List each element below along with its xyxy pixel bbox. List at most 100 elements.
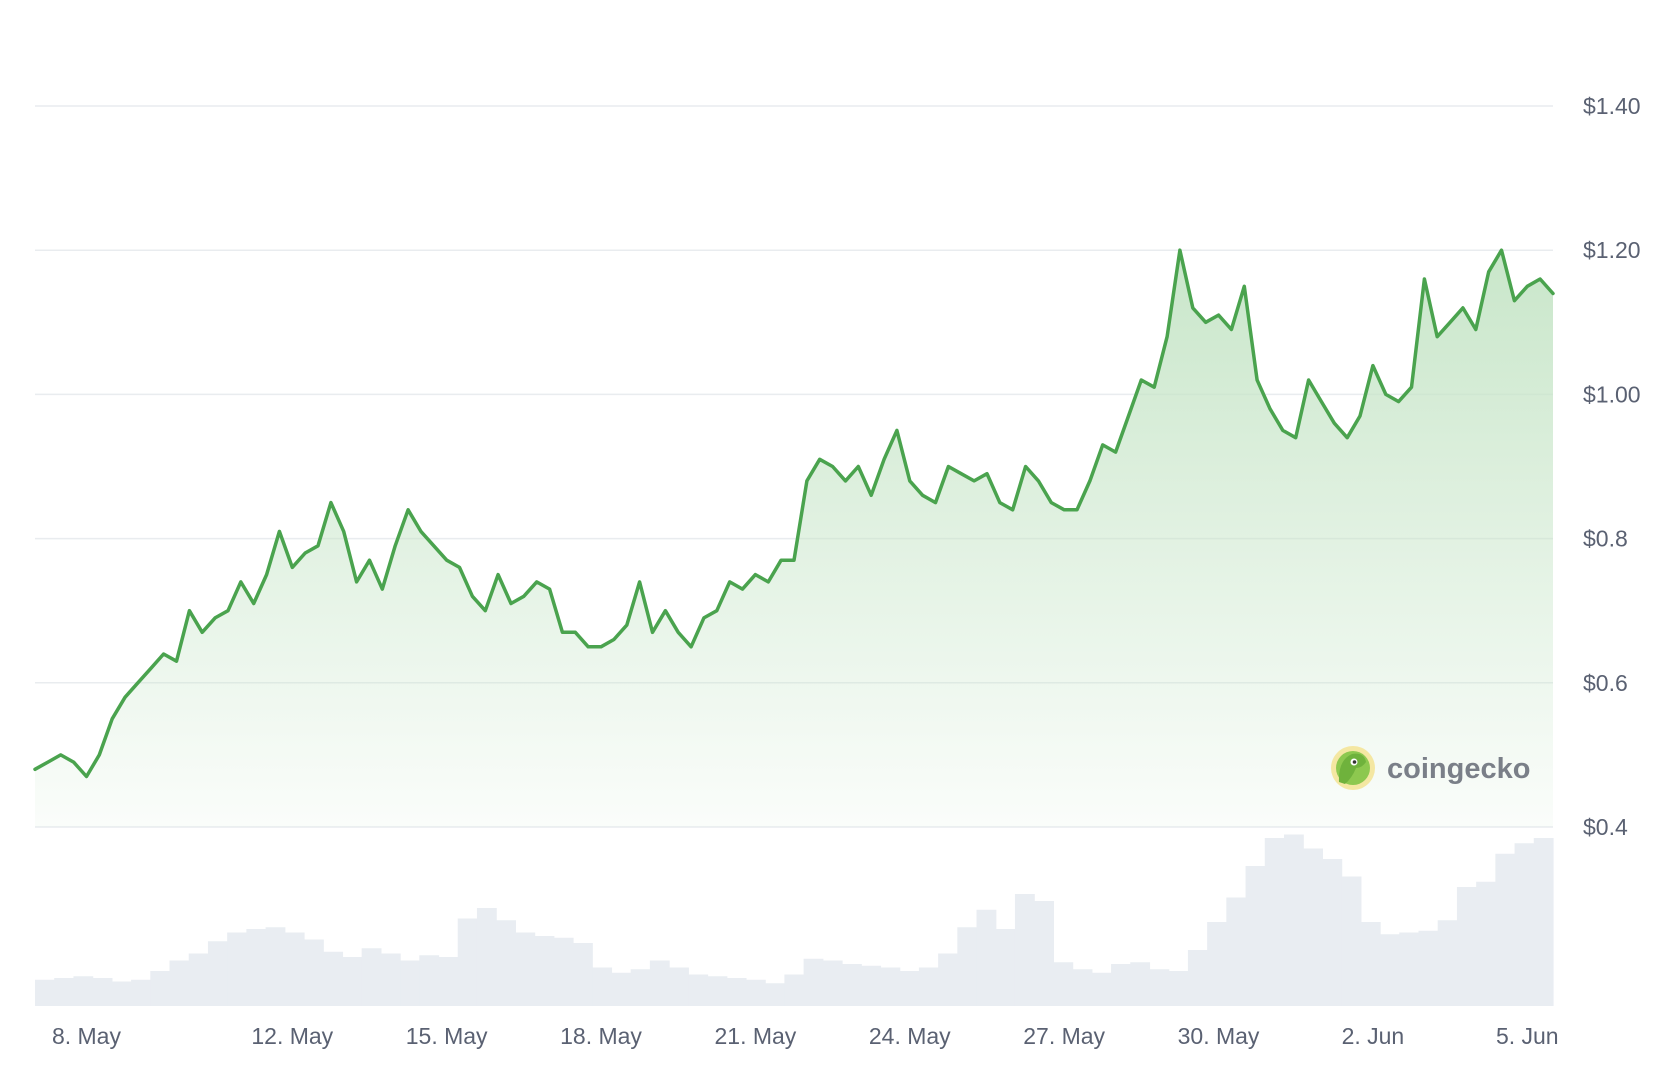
volume-bar <box>592 967 613 1006</box>
volume-bar <box>880 967 901 1006</box>
volume-bar <box>1130 962 1151 1006</box>
watermark-text: coingecko <box>1387 753 1530 785</box>
volume-bar <box>784 974 805 1006</box>
gecko-logo-icon <box>1331 746 1375 790</box>
y-tick-label: $1.40 <box>1583 93 1641 119</box>
volume-bar <box>1283 834 1304 1006</box>
x-tick-label: 27. May <box>1023 1023 1105 1049</box>
volume-bar <box>131 979 151 1006</box>
x-axis-labels: 8. May 12. May 15. May 18. May 21. May 24. Ma… <box>52 1023 1559 1049</box>
volume-bar <box>534 936 555 1006</box>
volume-bar <box>765 983 785 1006</box>
volume-bar <box>284 932 305 1006</box>
volume-bar <box>457 918 478 1006</box>
volume-bar <box>707 976 728 1006</box>
volume-bar <box>207 941 228 1006</box>
volume-bar <box>611 972 632 1006</box>
volume-bar <box>688 974 709 1006</box>
price-line-layer <box>33 248 1555 779</box>
volume-bar <box>227 932 247 1006</box>
volume-bar <box>1399 932 1420 1006</box>
price-area <box>35 250 1553 827</box>
x-tick-label: 30. May <box>1178 1023 1260 1049</box>
volume-bar <box>400 960 420 1006</box>
x-tick-label: 12. May <box>251 1023 333 1049</box>
volume-bar <box>496 920 516 1006</box>
volume-bar <box>1111 964 1131 1006</box>
volume-bar <box>1014 894 1035 1006</box>
volume-bar <box>438 957 459 1006</box>
x-tick-label: 18. May <box>560 1023 642 1049</box>
volume-bar <box>515 932 536 1006</box>
volume-bar <box>265 927 286 1006</box>
volume-bar <box>1053 962 1074 1006</box>
x-tick-label: 5. Jun <box>1496 1023 1559 1049</box>
volume-bar <box>649 960 670 1006</box>
x-tick-label: 24. May <box>869 1023 951 1049</box>
volume-bar <box>323 951 344 1006</box>
price-line <box>33 248 1555 779</box>
volume-bar <box>1091 972 1112 1006</box>
volume-bar <box>1380 934 1400 1006</box>
y-tick-label: $0.6 <box>1583 670 1628 696</box>
volume-bar <box>573 943 593 1006</box>
volume-bar <box>54 978 75 1006</box>
volume-bars <box>35 834 1554 1006</box>
volume-bar <box>1341 876 1362 1006</box>
volume-bar <box>1533 838 1554 1006</box>
y-axis-labels: $1.40 $1.20 $1.00 $0.8 $0.6 $0.4 <box>1583 93 1641 840</box>
volume-bar <box>476 908 497 1006</box>
x-tick-label: 2. Jun <box>1342 1023 1405 1049</box>
volume-bar <box>35 979 55 1006</box>
volume-bar <box>1437 920 1458 1006</box>
volume-bar <box>861 965 882 1006</box>
x-tick-label: 15. May <box>406 1023 488 1049</box>
volume-bar <box>342 957 363 1006</box>
y-tick-label: $1.00 <box>1583 381 1641 407</box>
volume-bar <box>188 953 209 1006</box>
volume-bar <box>1207 922 1227 1006</box>
volume-bar <box>976 909 997 1006</box>
volume-bar <box>803 958 824 1006</box>
volume-bar <box>630 969 651 1006</box>
volume-bar <box>1226 897 1247 1006</box>
volume-bar <box>726 978 747 1006</box>
volume-bar <box>1245 866 1266 1006</box>
volume-bar <box>1149 969 1170 1006</box>
volume-bar <box>1072 969 1093 1006</box>
volume-bar <box>1264 838 1285 1006</box>
volume-bar <box>938 953 958 1006</box>
volume-bar <box>1456 887 1477 1006</box>
volume-bar <box>669 967 689 1006</box>
volume-bar <box>1360 922 1381 1006</box>
x-tick-label: 21. May <box>714 1023 796 1049</box>
volume-bar <box>1514 843 1535 1006</box>
coingecko-watermark: coingecko <box>1331 746 1530 790</box>
volume-bar <box>304 939 324 1006</box>
volume-bar <box>1418 930 1439 1006</box>
volume-bar <box>111 981 132 1006</box>
volume-bar <box>73 976 94 1006</box>
volume-bar <box>380 953 401 1006</box>
volume-bar <box>92 978 113 1006</box>
volume-bar <box>1187 950 1208 1006</box>
volume-bar <box>246 929 267 1006</box>
volume-bar <box>150 971 171 1006</box>
volume-bar <box>169 960 190 1006</box>
volume-bar <box>1495 853 1516 1006</box>
volume-bar <box>1034 901 1055 1006</box>
volume-bar <box>1476 881 1496 1006</box>
volume-bar <box>1168 971 1189 1006</box>
volume-bar <box>419 955 440 1006</box>
volume-bar <box>822 960 843 1006</box>
volume-bar <box>899 971 920 1006</box>
volume-bar <box>995 929 1016 1006</box>
y-tick-label: $0.4 <box>1583 814 1628 840</box>
volume-bar <box>957 927 978 1006</box>
volume-bar <box>1322 859 1343 1006</box>
volume-bar <box>745 979 766 1006</box>
volume-bar <box>1303 848 1324 1006</box>
y-tick-label: $1.20 <box>1583 237 1641 263</box>
